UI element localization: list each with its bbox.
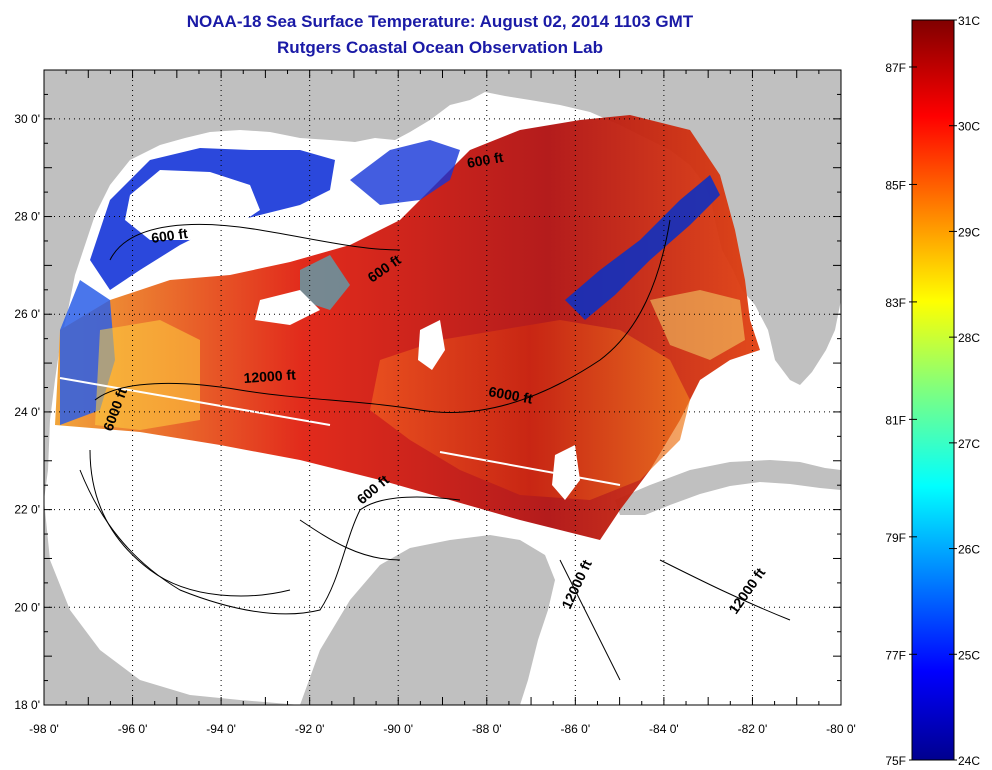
colorbar-c-label: 25C [958, 648, 980, 662]
contour-label: 600 ft [150, 225, 189, 246]
land-yucatan [300, 535, 555, 705]
lat-tick-label: 24 0' [14, 405, 40, 419]
colorbar-c-label: 24C [958, 754, 980, 768]
land-cuba [615, 460, 841, 515]
colorbar-f-label: 77F [885, 648, 906, 662]
colorbar-f-label: 75F [885, 754, 906, 768]
contour-label: 12000 ft [243, 366, 296, 386]
lat-tick-label: 22 0' [14, 503, 40, 517]
map-title: NOAA-18 Sea Surface Temperature: August … [186, 12, 694, 31]
colorbar-f-label: 81F [885, 413, 906, 427]
lon-tick-label: -82 0' [738, 722, 768, 736]
lat-tick-label: 26 0' [14, 307, 40, 321]
colorbar-f-label: 79F [885, 531, 906, 545]
lon-tick-label: -90 0' [383, 722, 413, 736]
lon-tick-label: -84 0' [649, 722, 679, 736]
colorbar-c-label: 30C [958, 120, 980, 134]
colorbar-f-label: 87F [885, 61, 906, 75]
land-us-coast [44, 70, 841, 500]
colorbar-ticks: 31C 30C 29C 28C 27C 26C 25C 24C 87F 85F 83F 81F 79F 7… [885, 14, 980, 768]
graticule [44, 70, 841, 705]
sst-swath [55, 115, 760, 540]
land-mexico [44, 500, 300, 705]
lon-tick-label: -80 0' [826, 722, 856, 736]
colorbar-c-label: 26C [958, 543, 980, 557]
lon-tick-label: -96 0' [118, 722, 148, 736]
colorbar-c-label: 29C [958, 225, 980, 239]
colorbar-f-label: 83F [885, 296, 906, 310]
map-subtitle: Rutgers Coastal Ocean Observation Lab [277, 38, 603, 57]
lat-tick-label: 18 0' [14, 698, 40, 712]
colorbar-c-label: 27C [958, 437, 980, 451]
lat-tick-label: 30 0' [14, 112, 40, 126]
bathymetry-contours [79, 219, 791, 681]
lon-tick-label: -92 0' [295, 722, 325, 736]
axis-ticks: -98 0' -96 0' -94 0' -92 0' -90 0' -88 0' -86 … [14, 69, 856, 736]
colorbar-gradient [911, 19, 955, 761]
lon-tick-label: -86 0' [561, 722, 591, 736]
colorbar-c-label: 28C [958, 331, 980, 345]
contour-label: 6000 ft [487, 383, 534, 407]
lon-tick-label: -94 0' [206, 722, 236, 736]
lat-tick-label: 28 0' [14, 210, 40, 224]
colorbar-c-label: 31C [958, 14, 980, 28]
lon-tick-label: -88 0' [472, 722, 502, 736]
contour-label: 600 ft [466, 149, 505, 171]
colorbar-f-label: 85F [885, 178, 906, 192]
lon-tick-label: -98 0' [29, 722, 59, 736]
lat-tick-label: 20 0' [14, 600, 40, 614]
